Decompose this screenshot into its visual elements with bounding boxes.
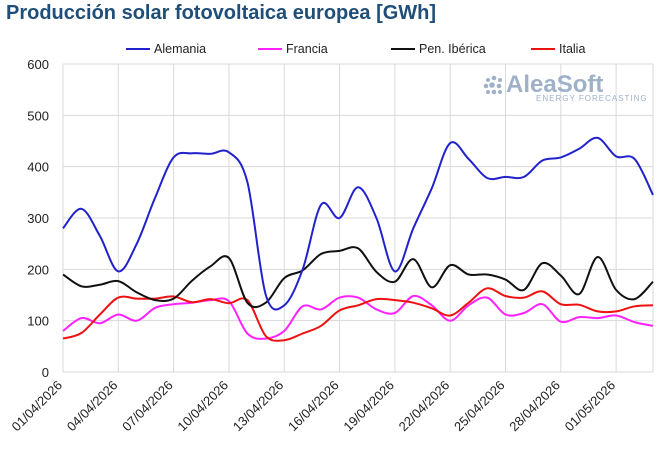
x-tick-label: 22/04/2026 <box>396 378 453 435</box>
series <box>62 136 654 342</box>
y-tick-label: 100 <box>27 314 49 329</box>
x-tick-label: 10/04/2026 <box>174 378 231 435</box>
series-line-alemania <box>62 136 654 311</box>
watermark-brand: AleaSoft <box>506 71 603 98</box>
grid <box>62 63 654 373</box>
x-tick-label: 13/04/2026 <box>230 378 287 435</box>
x-tick-label: 01/05/2026 <box>562 378 619 435</box>
x-tick-label: 28/04/2026 <box>506 378 563 435</box>
y-tick-label: 400 <box>27 160 49 175</box>
x-axis-labels: 01/04/202604/04/202607/04/202610/04/2026… <box>8 378 618 435</box>
legend-label-italia: Italia <box>559 42 585 56</box>
aleasoft-logo-icon <box>483 75 502 95</box>
x-tick-label: 01/04/2026 <box>8 378 65 435</box>
chart-title: Producción solar fotovoltaica europea [G… <box>6 2 437 24</box>
series-line-francia <box>62 294 654 340</box>
x-tick-label: 04/04/2026 <box>64 378 121 435</box>
x-tick-label: 19/04/2026 <box>340 378 397 435</box>
x-tick-label: 07/04/2026 <box>119 378 176 435</box>
y-tick-label: 300 <box>27 211 49 226</box>
series-line-italia <box>62 287 654 342</box>
x-tick-label: 25/04/2026 <box>451 378 508 435</box>
y-tick-label: 200 <box>27 262 49 277</box>
x-tick-label: 16/04/2026 <box>285 378 342 435</box>
y-tick-label: 600 <box>27 57 49 72</box>
legend-label-alemania: Alemania <box>154 42 206 56</box>
legend: Alemania Francia Pen. Ibérica Italia <box>126 42 585 56</box>
y-axis-labels: 0 100 200 300 400 500 600 <box>27 57 49 380</box>
legend-label-pen-ib-rica: Pen. Ibérica <box>419 42 486 56</box>
series-line-pen-ib-rica <box>62 246 654 309</box>
legend-label-francia: Francia <box>286 42 328 56</box>
y-tick-label: 0 <box>42 365 49 380</box>
aleasoft-watermark: AleaSoft ENERGY FORECASTING <box>483 71 648 103</box>
y-tick-label: 500 <box>27 108 49 123</box>
watermark-tagline: ENERGY FORECASTING <box>536 94 648 103</box>
